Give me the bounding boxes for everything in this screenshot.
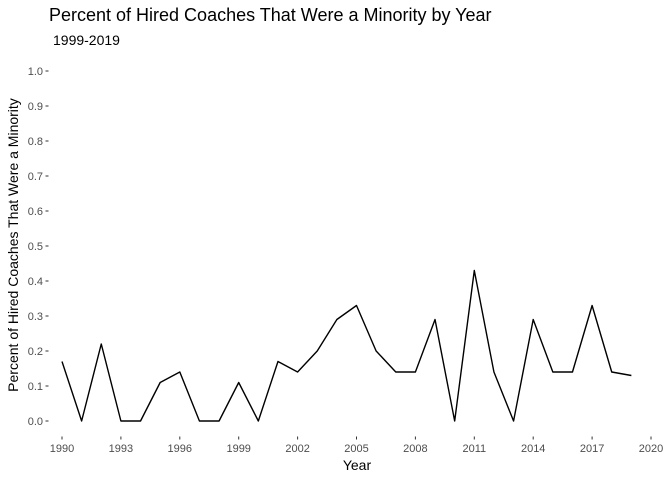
y-tick-label: 0.7	[28, 171, 43, 183]
x-tick-label: 2014	[521, 443, 545, 455]
y-tick-label: 1.0	[28, 66, 43, 78]
x-tick-label: 1999	[226, 443, 250, 455]
x-tick-label: 2008	[403, 443, 427, 455]
y-axis: 0.0 0.1 0.2 0.3 0.4 0.5 0.6 0.7 0.8 0.9 1.0	[28, 66, 49, 428]
y-tick-label: 0.0	[28, 416, 43, 428]
y-tick-label: 0.6	[28, 206, 43, 218]
x-tick-label: 1996	[168, 443, 192, 455]
y-tick-label: 0.1	[28, 381, 43, 393]
series-line	[61, 269, 632, 422]
y-tick-label: 0.4	[28, 276, 43, 288]
x-tick-label: 2017	[580, 443, 604, 455]
y-tick-label: 0.2	[28, 346, 43, 358]
x-tick-label: 2005	[344, 443, 368, 455]
x-axis-title: Year	[343, 457, 372, 473]
chart-title: Percent of Hired Coaches That Were a Min…	[49, 5, 492, 25]
y-tick-label: 0.9	[28, 101, 43, 113]
series-group	[61, 269, 632, 422]
y-tick-label: 0.3	[28, 311, 43, 323]
x-tick-label: 1993	[109, 443, 133, 455]
y-tick-label: 0.8	[28, 136, 43, 148]
y-tick-label: 0.5	[28, 241, 43, 253]
y-axis-title: Percent of Hired Coaches That Were a Min…	[5, 98, 21, 392]
x-tick-label: 2011	[462, 443, 486, 455]
x-tick-label: 1990	[50, 443, 74, 455]
x-tick-label: 2002	[285, 443, 309, 455]
x-axis: 1990 1993 1996 1999 2002 2005 2008 2011 2014 2017…	[50, 436, 663, 455]
chart-subtitle: 1999-2019	[53, 32, 120, 48]
x-tick-label: 2020	[639, 443, 663, 455]
